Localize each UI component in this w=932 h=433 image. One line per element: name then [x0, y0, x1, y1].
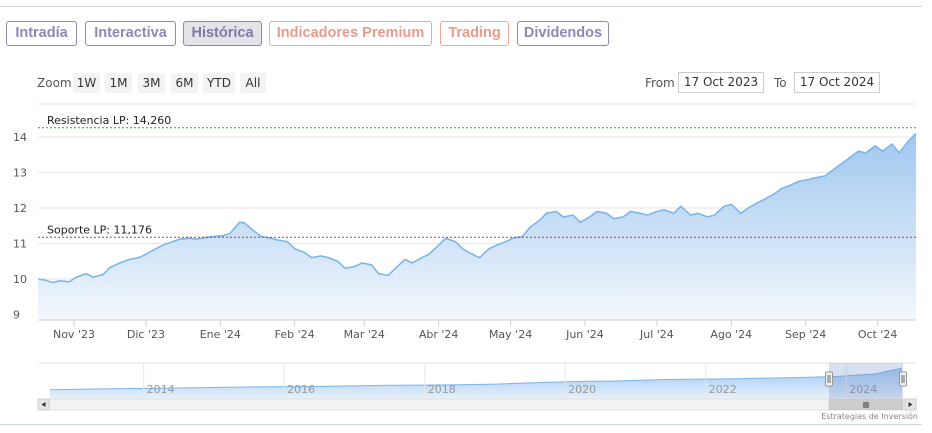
navigator-tick-label: 2022 [709, 383, 737, 396]
scrollbar-track [37, 398, 917, 411]
tab-dividendos[interactable]: Dividendos [517, 21, 609, 46]
y-tick-label: 13 [13, 167, 27, 180]
range-from-input[interactable]: 17 Oct 2023 [678, 72, 764, 93]
zoom-button-ytd[interactable]: YTD [203, 73, 235, 93]
navigator-area [50, 368, 902, 399]
tab-intradía[interactable]: Intradía [6, 21, 77, 46]
y-tick-label: 11 [13, 238, 27, 251]
scroll-right-button[interactable] [904, 398, 917, 411]
tab-histórica[interactable]: Histórica [183, 21, 262, 46]
tab-trading[interactable]: Trading [440, 21, 509, 46]
series-line [37, 132, 917, 284]
navigator-selection [829, 363, 903, 399]
navigator-tick-label: 2018 [428, 383, 456, 396]
zoom-button-all[interactable]: All [240, 73, 266, 93]
zoom-button-1w[interactable]: 1W [73, 73, 100, 93]
resistance-label: Resistencia LP: 14,260 [47, 114, 171, 127]
navigator-tick-label: 2024 [849, 383, 877, 396]
x-tick-label: Abr '24 [419, 328, 459, 341]
navigator-tick-label: 2016 [287, 383, 315, 396]
x-tick-label: May '24 [489, 328, 532, 341]
x-tick-label: Mar '24 [344, 328, 385, 341]
x-tick-label: Sep '24 [785, 328, 826, 341]
scroll-left-arrow-icon [41, 402, 46, 407]
x-tick-label: Nov '23 [53, 328, 95, 341]
navigator-line [49, 367, 903, 391]
x-tick-label: Ago '24 [710, 328, 752, 341]
tab-interactiva[interactable]: Interactiva [85, 21, 176, 46]
range-to-input[interactable]: 17 Oct 2024 [794, 72, 880, 93]
x-tick-label: Jun '24 [565, 328, 604, 341]
x-tick-label: Jul '24 [639, 328, 674, 341]
x-tick-label: Feb '24 [275, 328, 315, 341]
zoom-button-1m[interactable]: 1M [105, 73, 132, 93]
navigator-handle-left[interactable] [825, 371, 833, 387]
y-tick-label: 12 [13, 202, 27, 215]
zoom-label: Zoom [37, 76, 72, 90]
top-divider [0, 6, 922, 7]
scroll-right-arrow-icon [908, 402, 913, 407]
y-tick-label: 10 [13, 273, 27, 286]
y-tick-label: 14 [13, 131, 27, 144]
navigator-tick-label: 2020 [568, 383, 596, 396]
chart-credit: Estrategias de Inversión [821, 412, 918, 421]
range-to-label: To [774, 76, 787, 90]
scroll-left-button[interactable] [37, 398, 50, 411]
zoom-button-3m[interactable]: 3M [138, 73, 165, 93]
y-tick-label: 9 [13, 309, 20, 322]
x-tick-label: Ene '24 [200, 328, 241, 341]
zoom-button-6m[interactable]: 6M [171, 73, 198, 93]
navigator-tick-label: 2014 [147, 383, 175, 396]
navigator-handle-right[interactable] [899, 371, 907, 387]
series-area [38, 133, 916, 320]
range-from-label: From [645, 76, 675, 90]
support-label: Soporte LP: 11,176 [47, 223, 152, 236]
bottom-divider [0, 424, 922, 425]
tab-indicadores-premium[interactable]: Indicadores Premium [269, 21, 432, 46]
scrollbar-grip-icon [863, 402, 869, 408]
x-tick-label: Oct '24 [858, 328, 898, 341]
x-tick-label: Dic '23 [127, 328, 165, 341]
